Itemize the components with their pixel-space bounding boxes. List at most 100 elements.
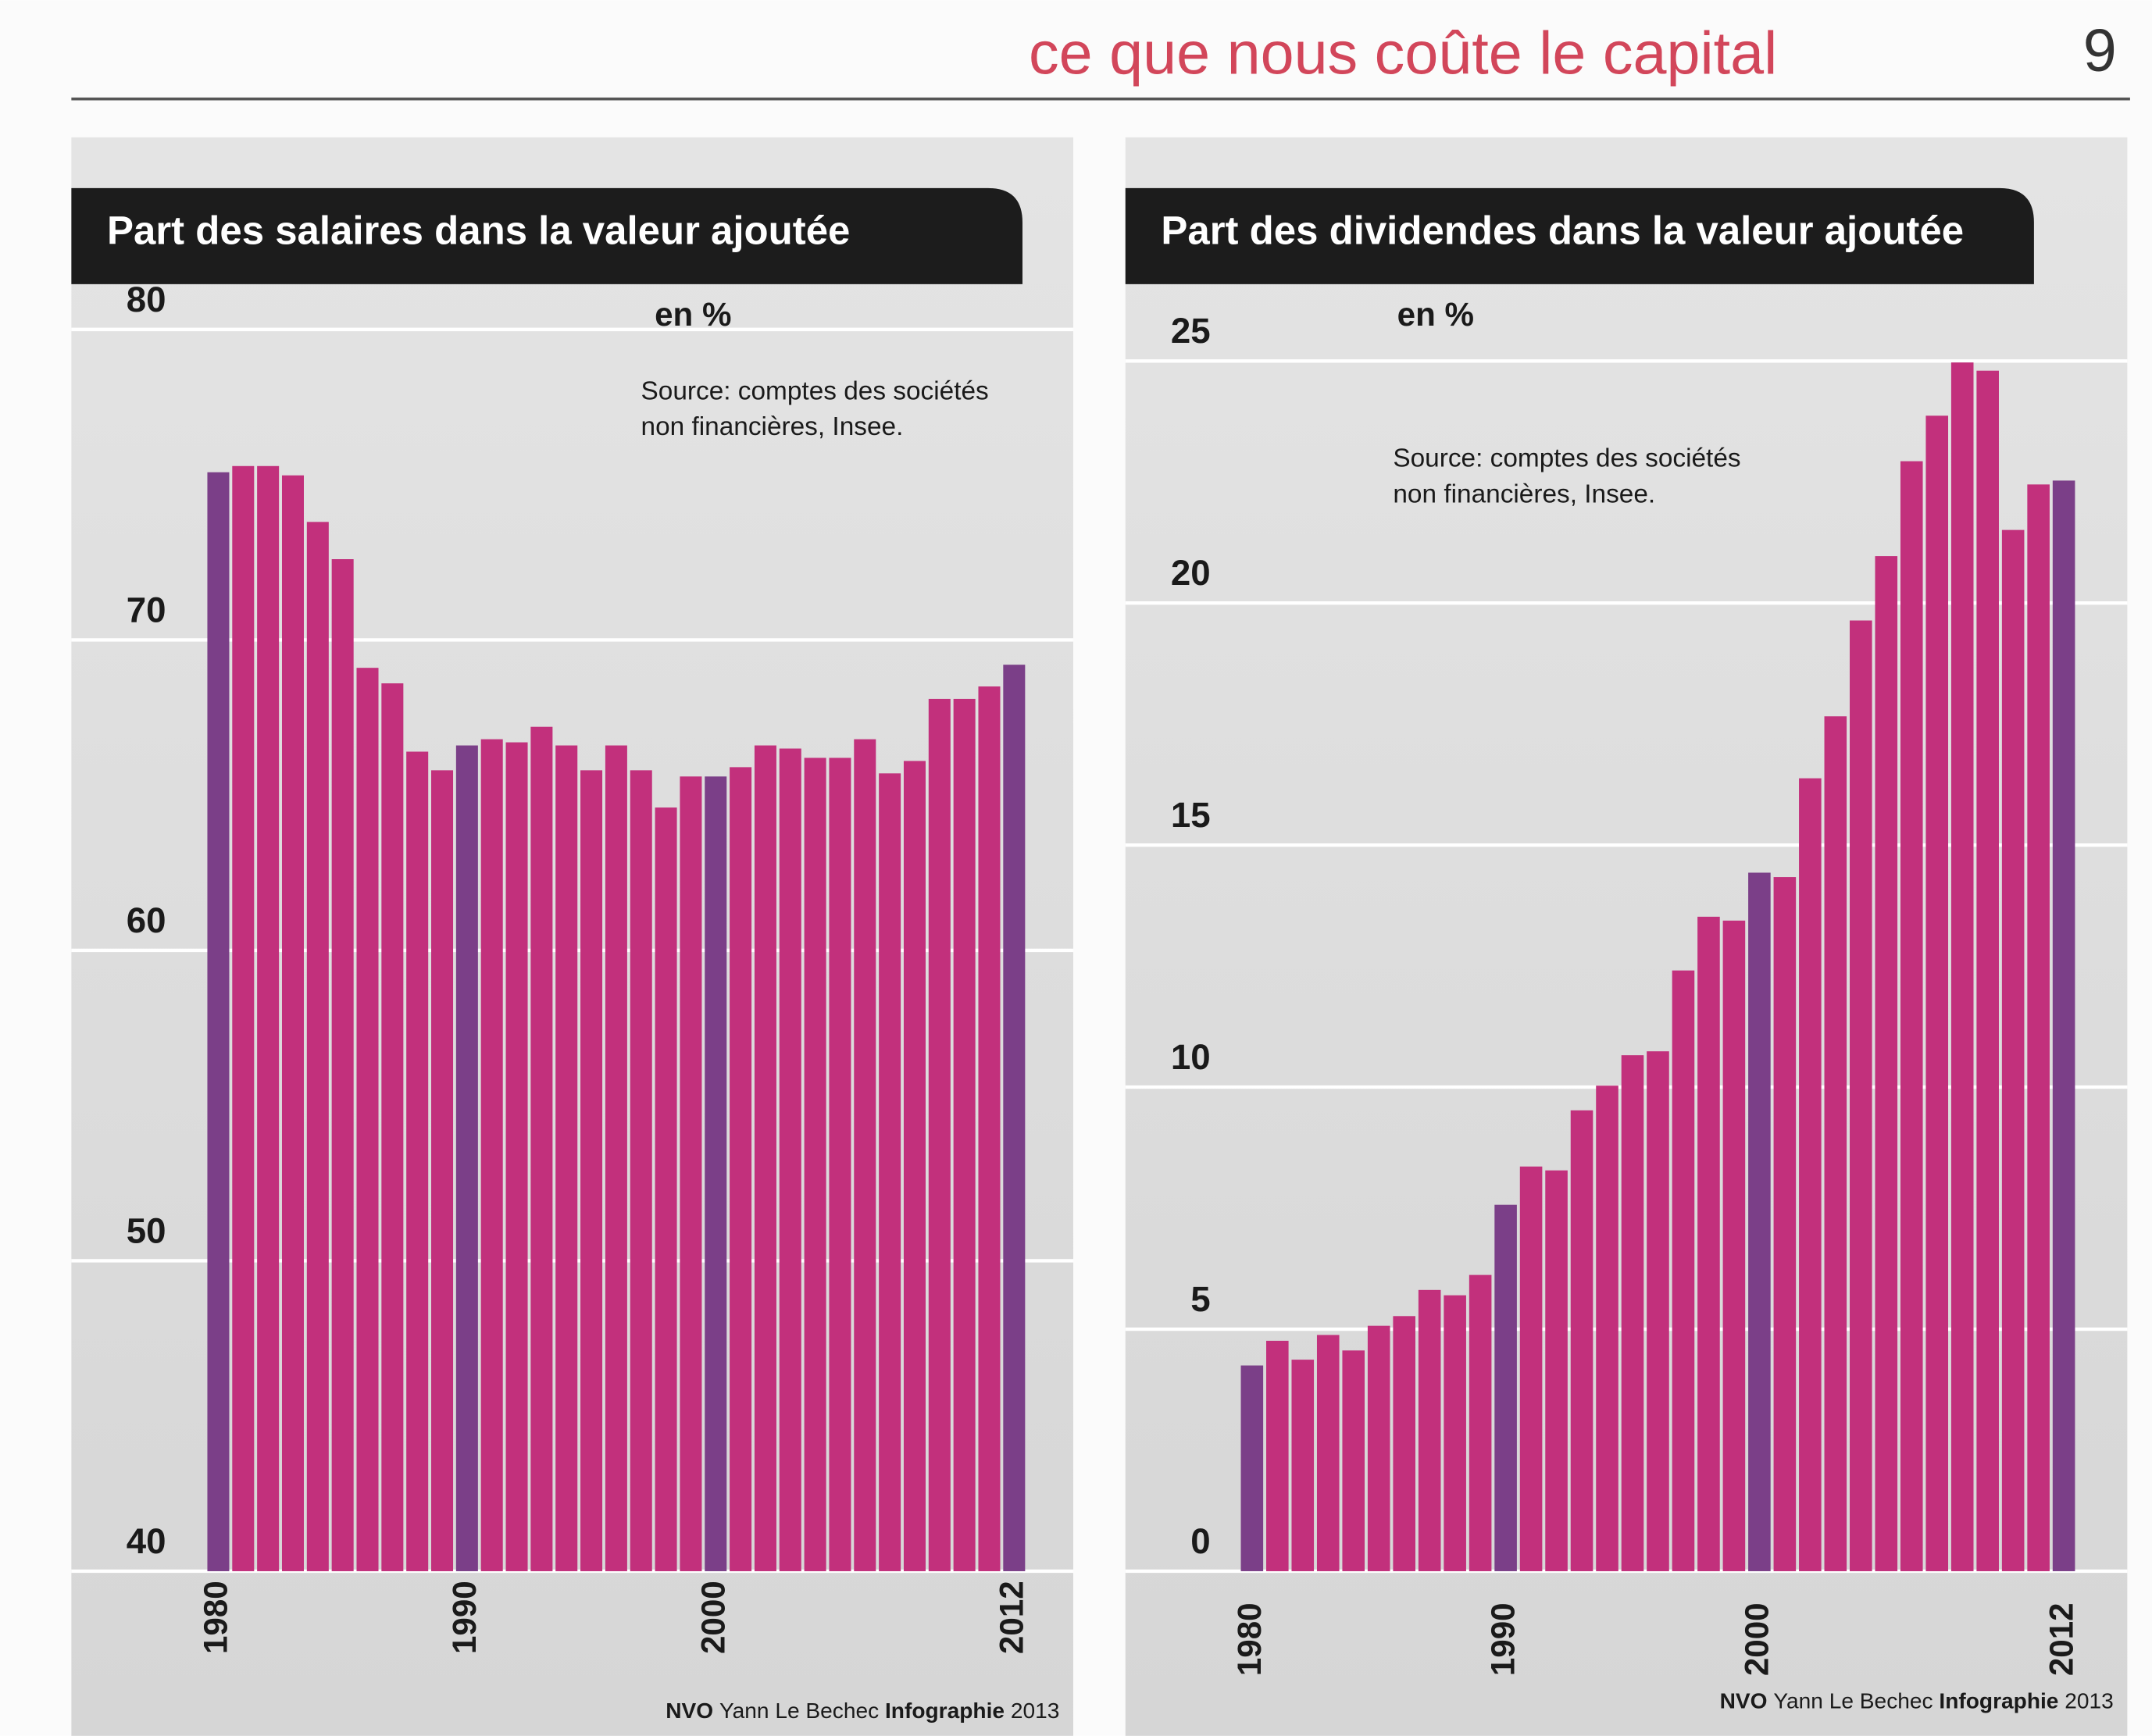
x-tick-label: 1980 [1231, 1602, 1268, 1676]
bar [406, 751, 429, 1571]
bar [754, 745, 776, 1571]
credit-part: NVO [1720, 1689, 1768, 1713]
bar [480, 739, 503, 1571]
bar [605, 745, 627, 1571]
credit-part: 2013 [1011, 1699, 1060, 1723]
x-tick-label: 1990 [446, 1581, 483, 1654]
bar [381, 683, 404, 1571]
bar [1469, 1274, 1492, 1571]
bar [2052, 480, 2075, 1571]
bar [1722, 920, 1746, 1571]
bar [1647, 1051, 1669, 1571]
bar [1519, 1166, 1543, 1571]
bar [1316, 1335, 1340, 1571]
y-tick-label: 50 [127, 1210, 166, 1250]
x-tick-label: 1980 [198, 1581, 234, 1654]
bar [530, 726, 553, 1571]
bar [455, 745, 478, 1571]
bar [2001, 529, 2025, 1571]
bar [1748, 872, 1771, 1571]
bar [207, 472, 230, 1571]
bar [1545, 1170, 1568, 1571]
source-note: non financières, Insee. [1393, 479, 1655, 508]
bar [1697, 916, 1720, 1571]
bar [1494, 1204, 1517, 1571]
bar [928, 698, 951, 1571]
bar [356, 668, 379, 1571]
y-tick-label: 40 [127, 1521, 166, 1561]
bar [630, 770, 652, 1571]
y-tick-label: 25 [1171, 311, 1211, 351]
source-note: Source: comptes des sociétés [641, 377, 989, 406]
bar [1773, 877, 1797, 1571]
bar [306, 522, 329, 1571]
bar [705, 776, 727, 1571]
bar [1824, 716, 1847, 1571]
credit-part: NVO [666, 1699, 713, 1723]
bar [1444, 1295, 1466, 1571]
bar [1418, 1289, 1441, 1571]
bar [431, 770, 454, 1571]
bar [1850, 620, 1872, 1571]
credit: NVO Yann Le Bechec Infographie 2013 [666, 1699, 1059, 1723]
bar [257, 465, 280, 1571]
bar [829, 757, 851, 1571]
bar [680, 776, 702, 1571]
bar [1900, 461, 1923, 1571]
bar [1240, 1365, 1264, 1571]
bar [1596, 1085, 1618, 1571]
x-tick-label: 1990 [1485, 1602, 1522, 1676]
bar [1393, 1316, 1415, 1571]
bar [1570, 1110, 1593, 1571]
bar [1367, 1325, 1390, 1571]
bar [953, 698, 976, 1571]
bar [903, 761, 926, 1571]
bar [331, 559, 354, 1571]
x-tick-label: 2000 [1739, 1602, 1775, 1676]
bar [2027, 484, 2050, 1571]
bar [879, 773, 901, 1571]
bar [1266, 1340, 1289, 1571]
y-tick-label: 80 [127, 280, 166, 319]
bar [1950, 362, 1974, 1571]
y-tick-label: 15 [1171, 795, 1211, 835]
bar [1291, 1360, 1315, 1571]
bar [655, 807, 677, 1571]
credit-part: 2013 [2065, 1689, 2114, 1713]
x-tick-label: 2012 [993, 1581, 1030, 1654]
chart-title: Part des dividendes dans la valeur ajout… [1161, 208, 1964, 252]
unit-label: en % [1397, 296, 1474, 333]
x-tick-label: 2000 [694, 1581, 731, 1654]
x-tick-label: 2012 [2043, 1602, 2079, 1676]
bar [1672, 970, 1695, 1571]
y-tick-label: 70 [127, 590, 166, 629]
y-tick-label: 0 [1190, 1521, 1210, 1561]
bar [1621, 1055, 1644, 1571]
bar [281, 475, 304, 1571]
credit: NVO Yann Le Bechec Infographie 2013 [1720, 1689, 2114, 1713]
bar [730, 767, 752, 1571]
credit-part: Infographie [885, 1699, 1005, 1723]
bar [1875, 556, 1898, 1571]
bar [232, 465, 255, 1571]
bar [804, 757, 826, 1571]
source-note: Source: comptes des sociétés [1393, 444, 1740, 473]
title-bar [1125, 187, 2034, 284]
bar [779, 748, 801, 1571]
y-tick-label: 20 [1171, 553, 1211, 593]
unit-label: en % [655, 296, 731, 333]
bar [978, 686, 1001, 1571]
bar [1976, 370, 1999, 1571]
bar [505, 742, 528, 1571]
title-bar [71, 187, 1022, 284]
credit-part: Yann Le Bechec [1773, 1689, 1933, 1713]
bar [854, 739, 876, 1571]
source-note: non financières, Insee. [641, 412, 904, 441]
bar [555, 745, 578, 1571]
chart-title: Part des salaires dans la valeur ajoutée [107, 208, 850, 252]
header-title: ce que nous coûte le capital [1029, 20, 1777, 87]
bar [1003, 665, 1026, 1571]
bar [1799, 778, 1822, 1571]
